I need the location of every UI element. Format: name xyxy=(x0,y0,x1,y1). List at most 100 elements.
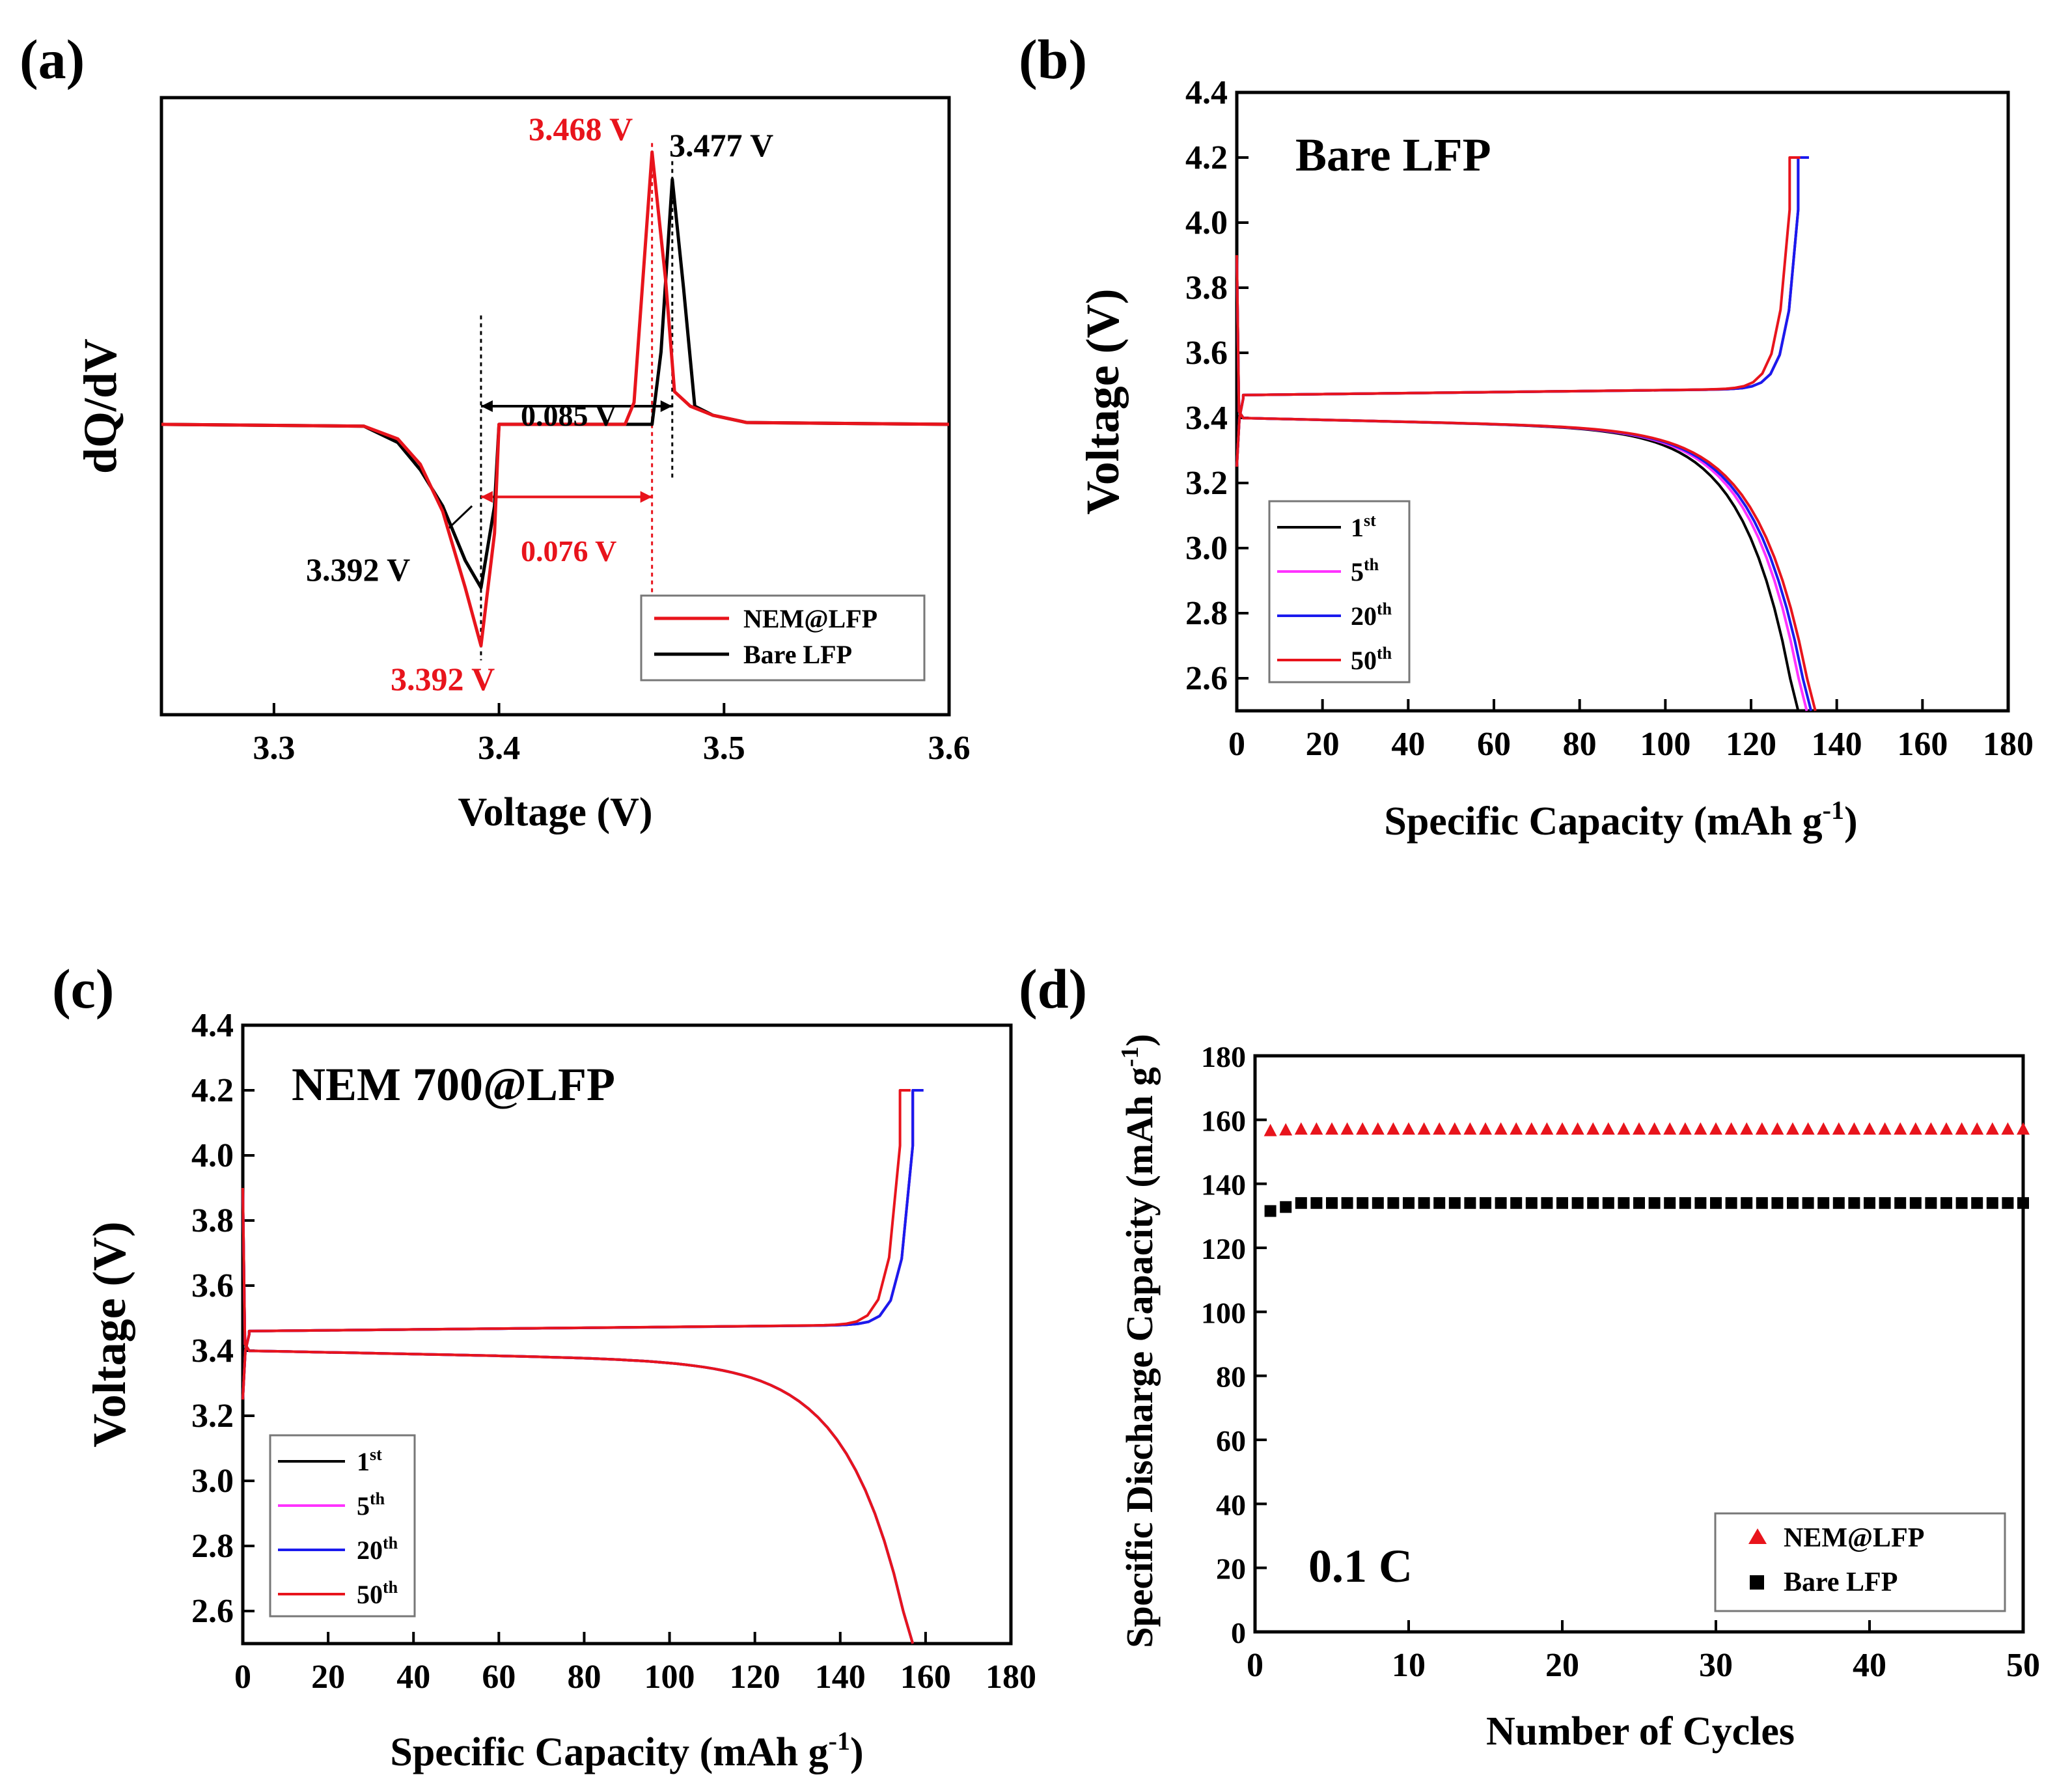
axis-ticks-b: 0 20 40 60 80 100 120 140 160 180 2.6 2.8 3.0 3.2 3.4 3… xyxy=(1185,74,2034,763)
panel-label-c: (c) xyxy=(52,958,114,1020)
marker-bare-cycle-31 xyxy=(1725,1197,1737,1209)
marker-nem-cycle-13 xyxy=(1448,1122,1461,1135)
marker-nem-cycle-33 xyxy=(1755,1122,1769,1135)
marker-nem-cycle-20 xyxy=(1556,1122,1569,1135)
marker-nem-cycle-47 xyxy=(1970,1122,1984,1135)
charge-curve-50th xyxy=(1236,156,1801,467)
marker-bare-cycle-41 xyxy=(1879,1197,1891,1209)
marker-bare-cycle-20 xyxy=(1556,1197,1568,1209)
legend-marker-bare xyxy=(1750,1575,1764,1590)
marker-bare-cycle-9 xyxy=(1387,1197,1400,1209)
legend-marker-nem xyxy=(1748,1528,1767,1544)
panel-label-a: (a) xyxy=(20,28,85,90)
marker-bare-cycle-21 xyxy=(1571,1197,1584,1209)
y-tick-label: 3.4 xyxy=(1185,400,1228,437)
marker-nem-cycle-19 xyxy=(1540,1122,1554,1135)
x-tick-label: 100 xyxy=(1640,726,1691,763)
y-tick-label: 3.0 xyxy=(1185,530,1228,567)
marker-bare-cycle-42 xyxy=(1894,1197,1907,1209)
annotation-0085: 0.085 V xyxy=(521,399,616,432)
x-tick-label: 140 xyxy=(1812,726,1862,763)
marker-bare-cycle-43 xyxy=(1909,1197,1922,1209)
marker-nem-cycle-35 xyxy=(1786,1122,1799,1135)
charge-curve-50th xyxy=(242,1089,911,1400)
marker-bare-cycle-34 xyxy=(1771,1197,1784,1209)
marker-nem-cycle-12 xyxy=(1433,1122,1446,1135)
x-tick-label: 50 xyxy=(2006,1647,2040,1684)
marker-nem-cycle-40 xyxy=(1863,1122,1876,1135)
legend-a: NEM@LFP Bare LFP xyxy=(640,594,926,682)
marker-nem-cycle-3 xyxy=(1294,1122,1308,1135)
series-markers-d xyxy=(1263,1122,2030,1217)
marker-nem-cycle-36 xyxy=(1801,1122,1815,1135)
marker-nem-cycle-41 xyxy=(1878,1122,1892,1135)
x-tick-label: 10 xyxy=(1392,1647,1426,1684)
chart-title-b: Bare LFP xyxy=(1295,129,1491,181)
marker-bare-cycle-15 xyxy=(1480,1197,1491,1209)
marker-nem-cycle-14 xyxy=(1463,1122,1477,1135)
marker-nem-cycle-32 xyxy=(1740,1122,1754,1135)
marker-bare-cycle-2 xyxy=(1280,1201,1292,1213)
marker-bare-cycle-10 xyxy=(1403,1197,1415,1209)
marker-bare-cycle-3 xyxy=(1295,1197,1307,1209)
legend-box-b xyxy=(1268,500,1411,683)
y-tick-label: 60 xyxy=(1216,1424,1246,1457)
x-tick-label: 3.5 xyxy=(703,730,745,767)
x-tick-label: 20 xyxy=(1545,1647,1579,1684)
y-tick-label: 3.6 xyxy=(191,1267,234,1304)
marker-bare-cycle-33 xyxy=(1756,1197,1768,1209)
y-tick-label: 20 xyxy=(1216,1552,1246,1586)
legend-label-c-20th: 20th xyxy=(357,1534,398,1565)
marker-nem-cycle-21 xyxy=(1571,1122,1584,1135)
legend-label-b-50th: 50th xyxy=(1351,644,1392,675)
y-tick-label: 4.4 xyxy=(191,1007,234,1044)
marker-bare-cycle-13 xyxy=(1448,1197,1461,1209)
marker-nem-cycle-25 xyxy=(1633,1122,1646,1135)
x-tick-label: 3.3 xyxy=(253,730,295,767)
legend-c: 1st 5th 20th 50th xyxy=(269,1434,416,1618)
arrow-0085-head-left xyxy=(480,400,493,412)
marker-nem-cycle-2 xyxy=(1279,1123,1293,1136)
marker-bare-cycle-26 xyxy=(1648,1197,1661,1209)
marker-nem-cycle-37 xyxy=(1817,1122,1830,1135)
y-tick-label: 2.8 xyxy=(1185,595,1228,632)
series-lines-c xyxy=(242,1089,924,1644)
marker-bare-cycle-38 xyxy=(1832,1197,1845,1209)
y-tick-label: 3.8 xyxy=(191,1202,234,1239)
marker-bare-cycle-30 xyxy=(1710,1197,1722,1209)
marker-nem-cycle-31 xyxy=(1724,1122,1738,1135)
legend-d: NEM@LFP Bare LFP xyxy=(1714,1512,2006,1612)
marker-nem-cycle-4 xyxy=(1310,1122,1323,1135)
marker-nem-cycle-48 xyxy=(1985,1122,1999,1135)
series-lines-b xyxy=(1236,156,1817,711)
marker-bare-cycle-1 xyxy=(1264,1205,1277,1217)
x-tick-label: 40 xyxy=(1853,1647,1886,1684)
marker-nem-cycle-44 xyxy=(1924,1122,1938,1135)
x-tick-label: 40 xyxy=(1391,726,1425,763)
y-tick-label: 180 xyxy=(1201,1040,1246,1073)
marker-nem-cycle-30 xyxy=(1709,1122,1722,1135)
y-tick-label: 4.0 xyxy=(191,1137,234,1174)
y-tick-label: 80 xyxy=(1216,1360,1246,1394)
x-tick-label: 40 xyxy=(396,1659,430,1696)
marker-nem-cycle-26 xyxy=(1648,1122,1661,1135)
plot-frame-b xyxy=(1235,90,2010,713)
arrow-0085-head-right xyxy=(660,400,672,412)
x-tick-label: 140 xyxy=(815,1659,866,1696)
marker-bare-cycle-18 xyxy=(1525,1197,1538,1209)
legend-label-c-5th: 5th xyxy=(357,1489,385,1521)
discharge-curve-50th xyxy=(242,1187,915,1644)
annotation-3392-red: 3.392 V xyxy=(391,661,495,697)
x-tick-label: 160 xyxy=(900,1659,951,1696)
x-axis-label-d: Number of Cycles xyxy=(1486,1709,1795,1754)
marker-nem-cycle-15 xyxy=(1479,1122,1492,1135)
legend-b: 1st 5th 20th 50th xyxy=(1268,500,1411,683)
legend-box-c xyxy=(269,1434,416,1618)
y-tick-label: 3.8 xyxy=(1185,269,1228,307)
x-tick-label: 3.4 xyxy=(478,730,520,767)
marker-bare-cycle-37 xyxy=(1817,1197,1830,1209)
marker-nem-cycle-18 xyxy=(1525,1122,1538,1135)
marker-bare-cycle-16 xyxy=(1495,1197,1507,1209)
x-tick-label: 0 xyxy=(1247,1647,1263,1684)
